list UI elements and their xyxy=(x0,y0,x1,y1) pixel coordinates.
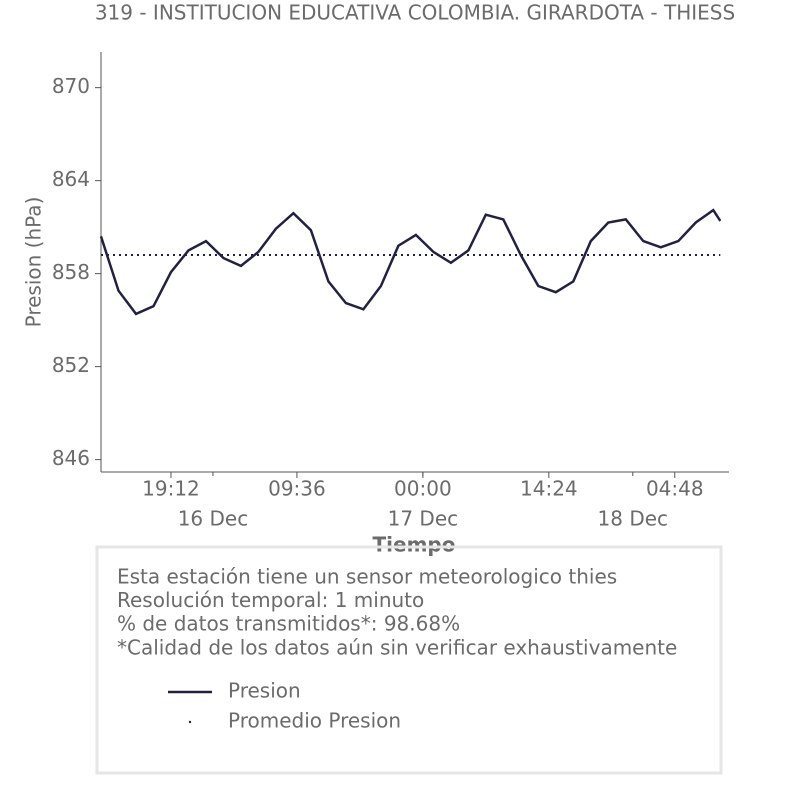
data-line xyxy=(99,208,722,316)
x-day-label: 16 Dec xyxy=(178,507,249,531)
y-tick-label: 864 xyxy=(52,167,90,191)
info-box xyxy=(95,545,723,775)
x-day-label: 17 Dec xyxy=(388,507,459,531)
legend-label: Presion xyxy=(228,679,301,703)
x-tick-label: 14:24 xyxy=(520,477,578,501)
x-tick-label: 19:12 xyxy=(142,477,200,501)
y-tick-label: 846 xyxy=(52,446,90,470)
info-text: Esta estación tiene un sensor meteorolog… xyxy=(117,565,617,589)
x-day-label: 18 Dec xyxy=(598,507,669,531)
y-tick-label: 852 xyxy=(52,353,90,377)
legend-label: Promedio Presion xyxy=(228,709,401,733)
info-text: % de datos transmitidos*: 98.68% xyxy=(117,612,460,636)
x-tick-label: 00:00 xyxy=(394,477,452,501)
x-axis-label: Tiempo xyxy=(373,533,456,557)
y-axis-label: Presion (hPa) xyxy=(22,197,46,328)
info-text: *Calidad de los datos aún sin verificar … xyxy=(117,635,677,659)
y-tick-label: 870 xyxy=(52,74,90,98)
x-tick-label: 04:48 xyxy=(646,477,704,501)
x-tick-label: 09:36 xyxy=(268,477,326,501)
y-tick-label: 858 xyxy=(52,260,90,284)
legend-marker xyxy=(188,720,192,724)
chart-title: 319 - INSTITUCION EDUCATIVA COLOMBIA. GI… xyxy=(95,1,735,25)
info-text: Resolución temporal: 1 minuto xyxy=(117,588,424,612)
